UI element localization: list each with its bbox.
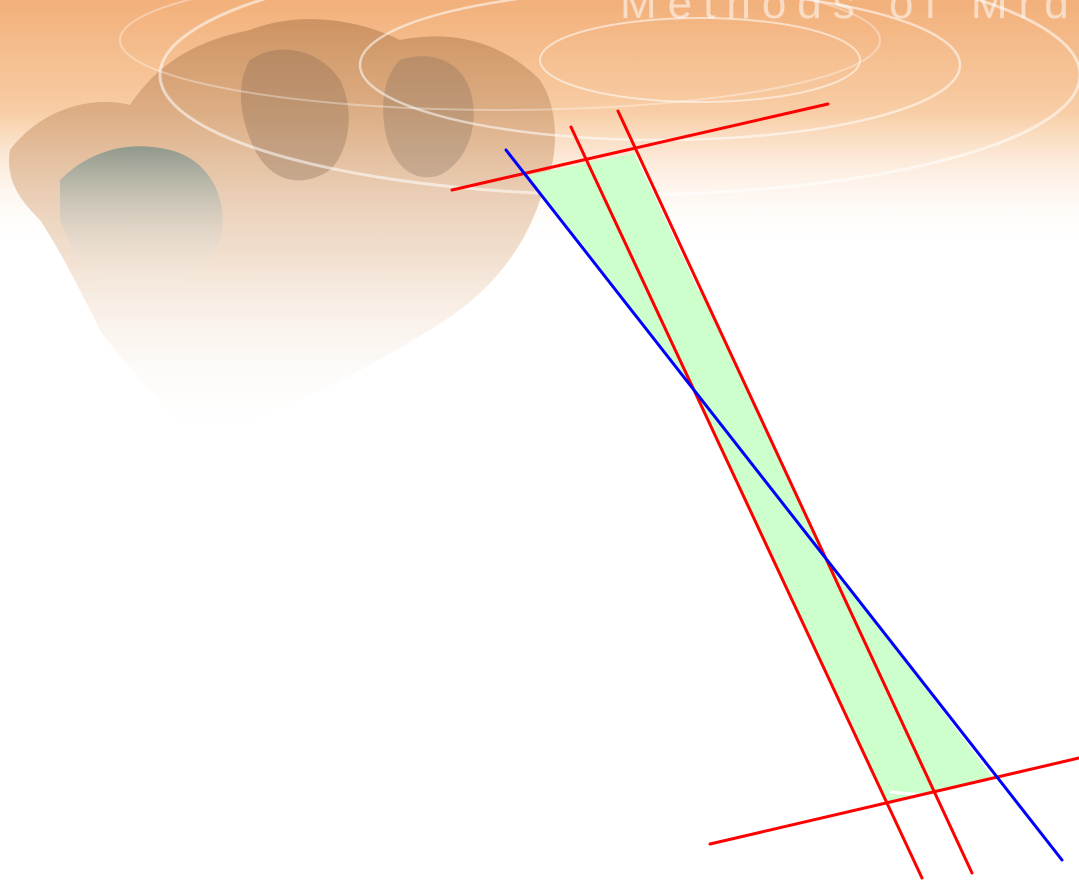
red-line-top: [450, 102, 830, 192]
shaded-mid-band: [585, 153, 826, 556]
red-line-right-diagonal: [616, 109, 974, 875]
red-lines: [450, 102, 1079, 880]
blue-line-diagonal: [504, 148, 1064, 862]
header-title: Methods of Mrd: [620, 0, 1079, 28]
shaded-region: [528, 153, 993, 803]
red-line-bottom: [708, 756, 1079, 846]
shaded-lower-band: [696, 392, 935, 803]
header-collage-image: [9, 19, 555, 443]
red-line-left-diagonal: [569, 125, 924, 880]
